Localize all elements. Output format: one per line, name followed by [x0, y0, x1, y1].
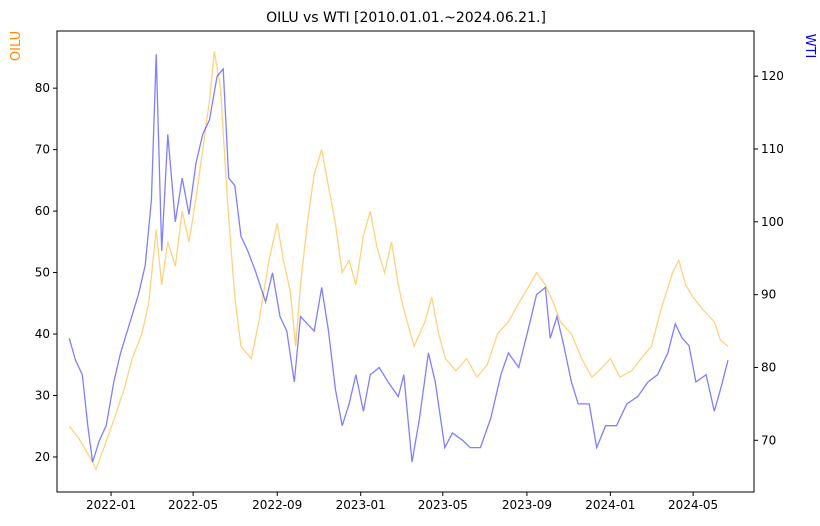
left-tick-label: 20 [35, 450, 50, 464]
x-tick-label: 2023-09 [502, 498, 552, 512]
right-tick-label: 80 [761, 360, 776, 374]
right-axis-label: WTI [802, 34, 817, 59]
left-tick-label: 70 [35, 143, 50, 157]
x-tick-label: 2022-05 [168, 498, 218, 512]
series-line-wti [68, 54, 729, 463]
left-tick-label: 50 [35, 266, 50, 280]
right-tick-label: 100 [761, 215, 784, 229]
left-axis-ticks: 20 30 40 50 60 70 80 [35, 81, 57, 464]
right-axis-ticks: 70 80 90 100 110 120 [754, 69, 784, 447]
chart-title: OILU vs WTI [2010.01.01.~2024.06.21.] [266, 10, 546, 26]
series-group [68, 51, 729, 471]
plot-frame [56, 30, 755, 493]
x-tick-label: 2022-01 [86, 498, 136, 512]
x-tick-label: 2024-01 [585, 498, 635, 512]
x-axis-ticks: 2022-01 2022-05 2022-09 2023-01 2023-05 2023-… [86, 492, 718, 512]
right-tick-label: 110 [761, 142, 784, 156]
left-tick-label: 60 [35, 204, 50, 218]
left-tick-label: 30 [35, 388, 50, 402]
left-tick-label: 40 [35, 327, 50, 341]
right-tick-label: 120 [761, 69, 784, 83]
right-tick-label: 90 [761, 288, 776, 302]
x-tick-label: 2024-05 [668, 498, 718, 512]
left-axis-label: OILU [9, 31, 24, 61]
left-tick-label: 80 [35, 81, 50, 95]
series-line-oilu [68, 51, 729, 471]
right-tick-label: 70 [761, 433, 776, 447]
x-tick-label: 2023-01 [336, 498, 386, 512]
x-tick-label: 2022-09 [252, 498, 302, 512]
x-tick-label: 2023-05 [418, 498, 468, 512]
